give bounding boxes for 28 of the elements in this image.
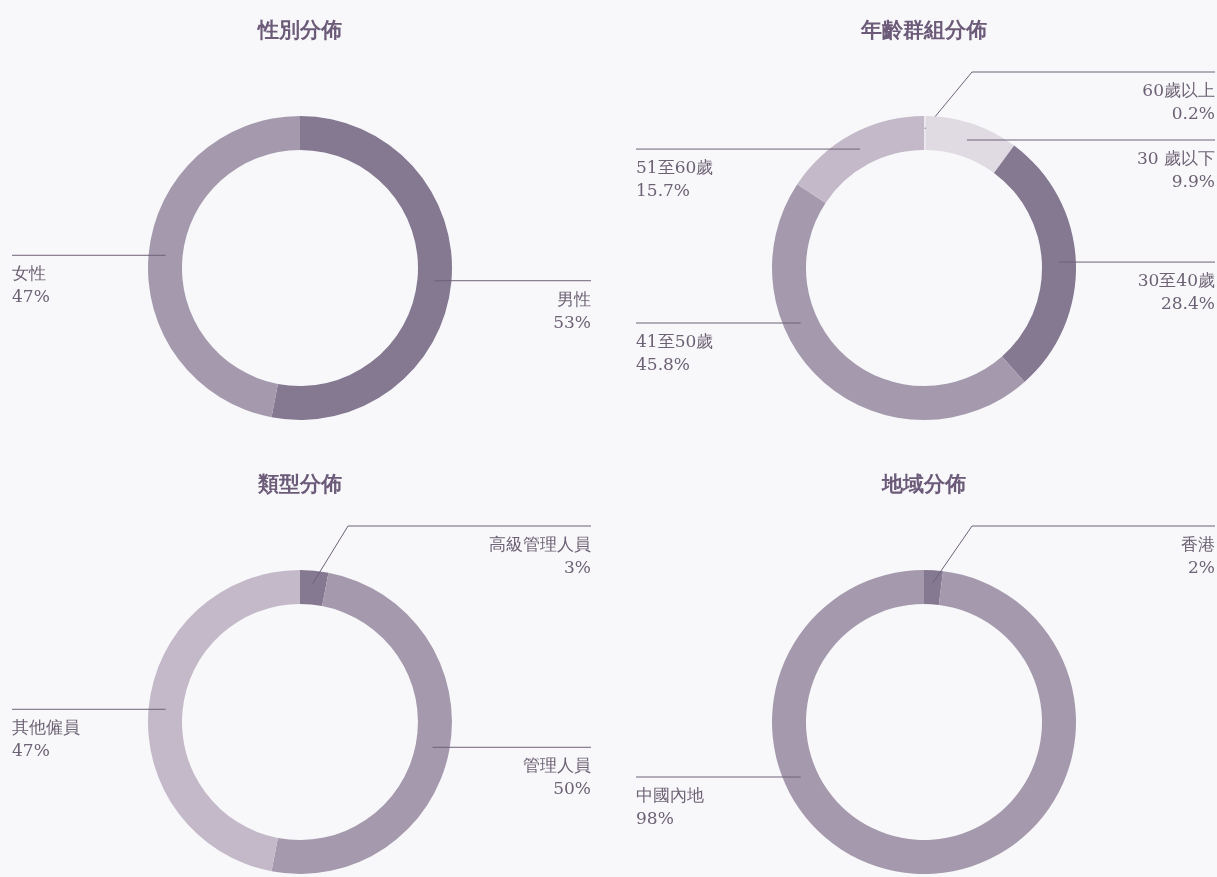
- data-label: 15.7%: [636, 180, 691, 201]
- data-label: 3%: [564, 557, 591, 577]
- slice-label: 51至60歲: [636, 157, 714, 178]
- chart-title: 年齡群組分佈: [860, 17, 987, 42]
- chart-title: 地域分佈: [881, 471, 966, 496]
- slice-label: 30至40歲: [1137, 270, 1215, 291]
- data-label: 47%: [12, 286, 50, 307]
- data-label: 50%: [553, 778, 591, 799]
- slice-label: 30 歲以下: [1136, 148, 1215, 169]
- slice-label: 高級管理人員: [489, 534, 591, 554]
- slice-label: 其他僱員: [12, 717, 80, 738]
- slice-label: 香港: [1181, 534, 1215, 554]
- chart-title: 類型分佈: [257, 471, 342, 496]
- data-label: 47%: [12, 740, 50, 761]
- slice-label: 女性: [12, 263, 46, 284]
- data-label: 45.8%: [636, 354, 691, 374]
- data-label: 9.9%: [1171, 171, 1215, 192]
- data-label: 2%: [1188, 557, 1215, 577]
- slice-label: 60歲以上: [1142, 80, 1215, 100]
- slice-label: 男性: [557, 288, 591, 309]
- chart-title: 性別分佈: [256, 17, 342, 42]
- data-label: 0.2%: [1171, 103, 1215, 123]
- data-label: 53%: [553, 311, 591, 332]
- slice-label: 中國內地: [636, 785, 704, 805]
- data-label: 98%: [636, 808, 674, 828]
- data-label: 28.4%: [1160, 293, 1215, 314]
- slice-label: 41至50歲: [636, 331, 714, 351]
- slice-label: 管理人員: [523, 755, 591, 776]
